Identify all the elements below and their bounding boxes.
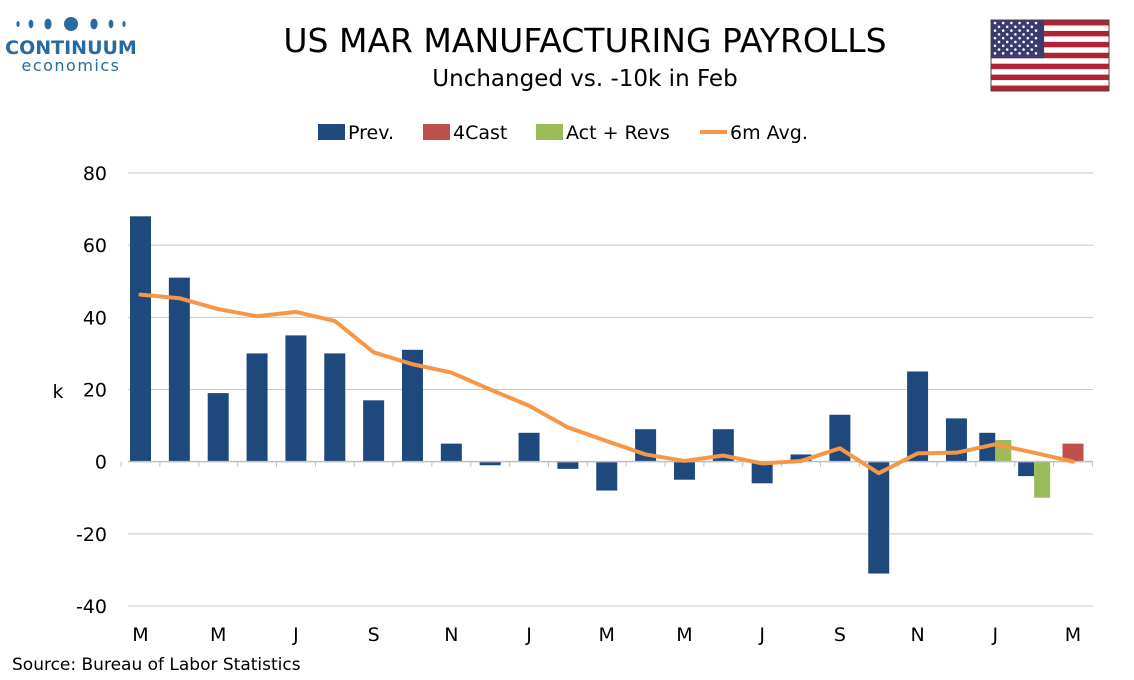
brand-name: CONTINUUM xyxy=(5,37,137,59)
x-tick-label: M xyxy=(1065,624,1081,646)
bar-prev xyxy=(945,418,967,462)
grid-lines xyxy=(128,172,1093,607)
bar-prev xyxy=(790,454,812,462)
brand-logo: CONTINUUM economics xyxy=(5,17,137,75)
x-tick-label: M xyxy=(599,624,615,646)
x-tick-label: M xyxy=(132,624,148,646)
bar-act-revs xyxy=(1034,461,1051,498)
brand-tagline: economics xyxy=(21,56,120,75)
bar-prev xyxy=(868,461,890,574)
chart-title: US MAR MANUFACTURING PAYROLLS xyxy=(283,21,886,60)
y-tick-label: 80 xyxy=(83,163,107,185)
y-tick-label: 60 xyxy=(83,235,107,257)
logo-dots-icon xyxy=(16,17,126,31)
bar-prev xyxy=(596,461,618,491)
bar-prev xyxy=(440,443,462,462)
x-tick-label: J xyxy=(292,624,299,646)
y-tick-label: 40 xyxy=(83,307,107,329)
legend-swatch xyxy=(318,124,345,140)
us-flag-icon xyxy=(990,19,1110,92)
legend-label: Prev. xyxy=(348,122,394,144)
y-tick-label: -40 xyxy=(76,596,107,618)
bars xyxy=(130,216,1084,574)
y-tick-label: 0 xyxy=(95,452,107,474)
bar-prev xyxy=(1018,461,1035,477)
legend-swatch xyxy=(423,124,450,140)
y-axis-ticks: -40 -20 0 20 40 60 80 xyxy=(76,163,107,618)
bar-prev xyxy=(479,461,501,466)
bar-prev xyxy=(518,432,540,462)
line-6m-avg xyxy=(138,292,1075,476)
chart-subtitle: Unchanged vs. -10k in Feb xyxy=(432,66,737,92)
y-tick-label: -20 xyxy=(76,524,107,546)
bar-prev xyxy=(401,349,423,462)
bar-prev xyxy=(246,353,268,462)
bar-prev xyxy=(907,371,929,462)
legend-label: Act + Revs xyxy=(566,122,670,144)
x-tick-label: N xyxy=(444,624,458,646)
bar-prev xyxy=(324,353,346,462)
bar-prev xyxy=(168,277,190,462)
x-tick-label: J xyxy=(758,624,765,646)
x-tick-label: M xyxy=(676,624,692,646)
y-tick-label: 20 xyxy=(83,380,107,402)
bar-prev xyxy=(751,461,773,484)
bar-prev xyxy=(207,393,229,462)
legend: Prev. 4Cast Act + Revs 6m Avg. xyxy=(318,122,808,144)
x-tick-label: N xyxy=(910,624,924,646)
bar-prev xyxy=(285,335,307,462)
legend-swatch xyxy=(536,124,563,140)
bar-prev xyxy=(673,461,695,480)
x-tick-label: J xyxy=(525,624,532,646)
bar-4cast xyxy=(1062,443,1084,462)
x-tick-label: S xyxy=(834,624,846,646)
legend-label: 4Cast xyxy=(453,122,507,144)
bar-prev xyxy=(557,461,579,469)
avg-line xyxy=(138,292,1075,476)
source-note: Source: Bureau of Labor Statistics xyxy=(12,655,301,675)
bar-prev xyxy=(712,429,734,462)
y-axis-label: k xyxy=(52,381,63,403)
bar-prev xyxy=(363,400,385,462)
x-tick-label: M xyxy=(210,624,226,646)
x-tick-label: S xyxy=(368,624,380,646)
bar-prev xyxy=(130,216,151,462)
zero-axis xyxy=(120,460,1093,467)
x-tick-label: J xyxy=(991,624,998,646)
legend-label: 6m Avg. xyxy=(730,122,808,144)
